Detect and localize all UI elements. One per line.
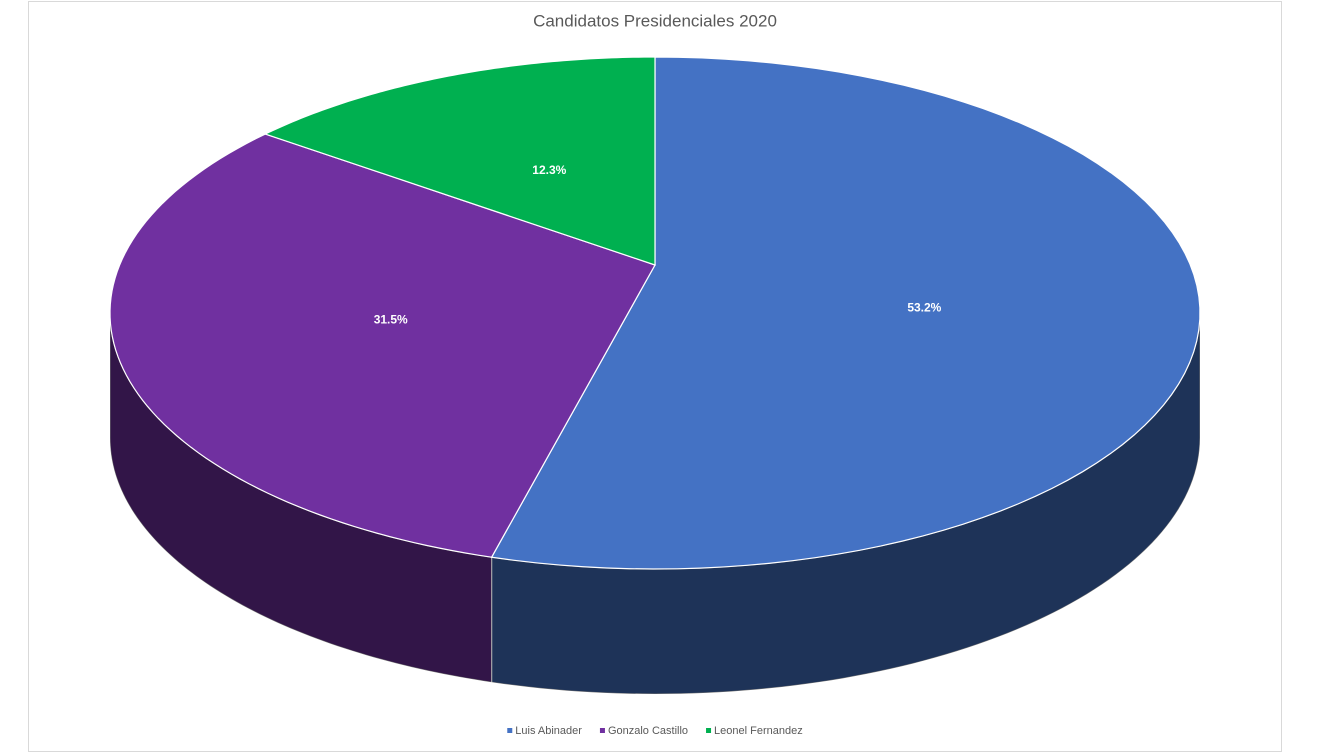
legend-swatch	[599, 728, 605, 733]
data-label: 12.3%	[532, 163, 566, 177]
legend: Luis Abinader Gonzalo Castillo Leonel Fern…	[507, 725, 803, 737]
legend-swatch	[706, 728, 712, 733]
pie-slice	[263, 56, 656, 266]
legend-swatch	[507, 728, 513, 733]
legend-label: Luis Abinader	[515, 725, 582, 737]
pie-side-shade	[491, 313, 1201, 694]
pie-slice	[490, 56, 1201, 570]
legend-label: Leonel Fernandez	[714, 725, 803, 737]
pie-slice	[109, 133, 656, 558]
legend-label: Gonzalo Castillo	[608, 725, 688, 737]
data-label: 31.5%	[374, 312, 408, 326]
chart-title: Candidatos Presidenciales 2020	[533, 11, 777, 30]
pie-side-shade	[110, 313, 492, 683]
data-label: 53.2%	[907, 301, 941, 315]
